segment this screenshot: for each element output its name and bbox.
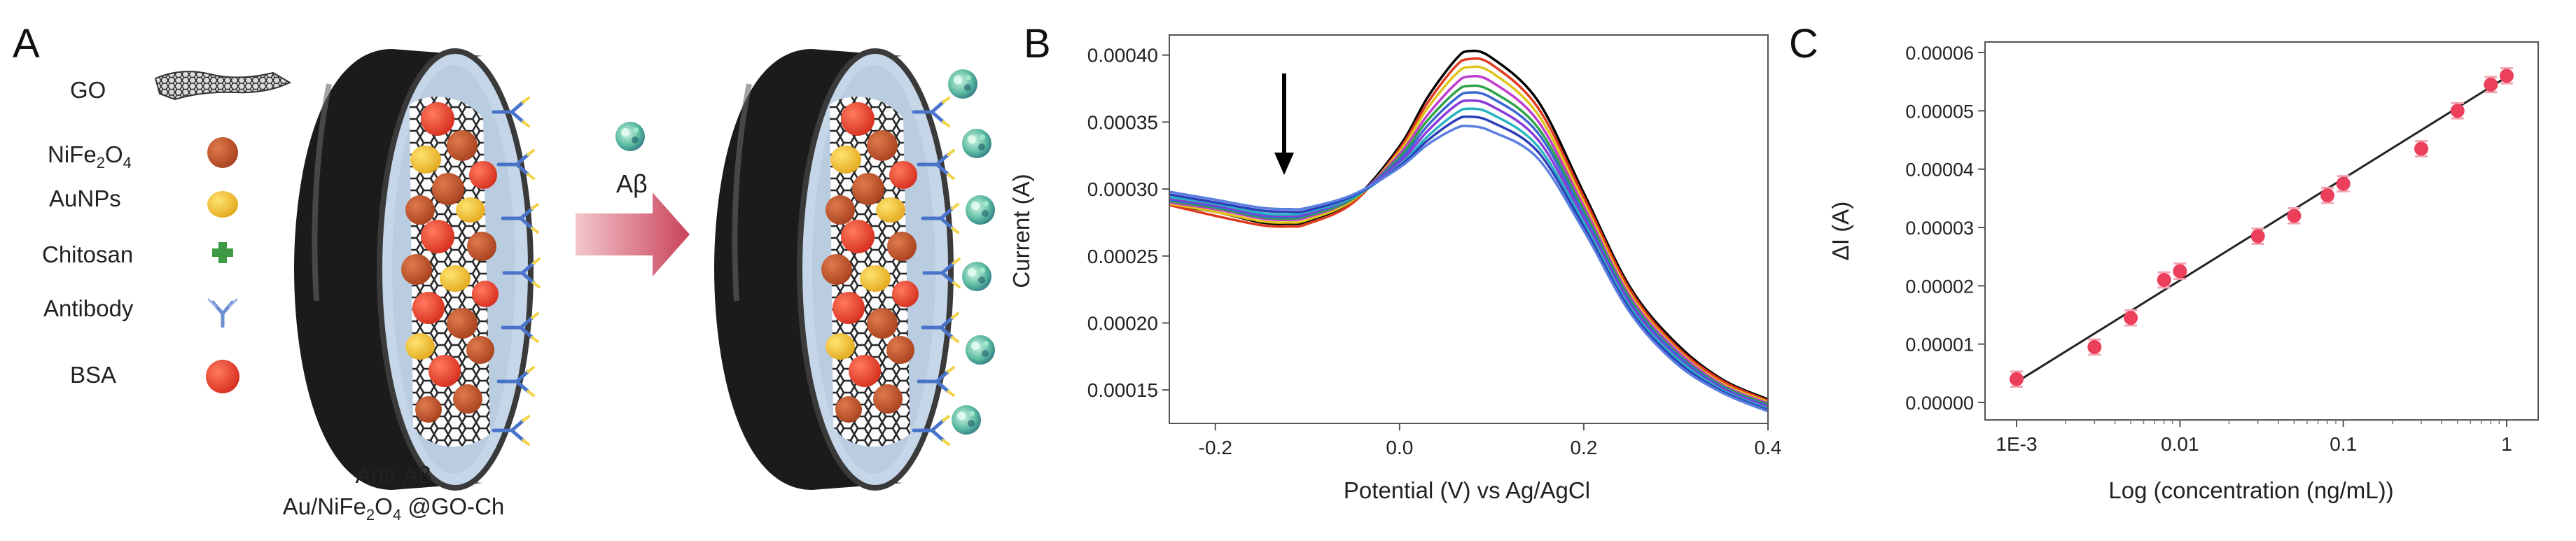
c-y-tick-label: 0.00003 xyxy=(1905,218,1974,239)
b-y-tick-label: 0.00035 xyxy=(1087,111,1158,133)
c-y-tick-label: 0.00000 xyxy=(1905,393,1974,414)
legend-label-go: GO xyxy=(70,77,106,103)
bound-abeta-molecules xyxy=(948,69,995,435)
c-x-tick-label: 0.01 xyxy=(2161,433,2199,455)
c-data-point-8 xyxy=(2336,176,2351,191)
b-y-tick-label: 0.00040 xyxy=(1087,45,1158,66)
b-series-line-6 xyxy=(1169,99,1769,409)
nife2o4-particle-icon xyxy=(207,137,238,168)
electrode-caption-line-1: Anti-Aβ xyxy=(356,462,432,488)
c-data-point-9 xyxy=(2414,141,2428,156)
panel-b-y-axis-label: Current (A) xyxy=(1008,174,1034,288)
electrode-after xyxy=(714,48,995,491)
abeta-molecule-icon xyxy=(615,122,645,151)
b-y-tick-label: 0.00020 xyxy=(1087,312,1158,334)
panel-a-label: A xyxy=(13,21,40,66)
b-x-tick-label: 0.2 xyxy=(1570,437,1597,458)
gold-nanoparticle-icon xyxy=(207,191,238,218)
b-y-tick-label: 0.00030 xyxy=(1087,178,1158,200)
b-series-line-8 xyxy=(1169,115,1769,412)
reaction-arrow xyxy=(576,192,690,276)
panel-b-x-axis-label: Potential (V) vs Ag/AgCl xyxy=(1344,477,1590,503)
b-y-tick-label: 0.00025 xyxy=(1087,246,1158,267)
legend-label-nife2o4: NiFe2O4 xyxy=(48,141,132,171)
electrode-caption-line-2: Au/NiFe2O4 @GO-Ch xyxy=(283,493,505,524)
antibody-icon xyxy=(207,298,238,328)
panel-c-points xyxy=(2010,67,2514,388)
c-x-tick-label: 0.1 xyxy=(2330,433,2357,455)
c-y-tick-label: 0.00006 xyxy=(1905,43,1974,64)
panel-c-x-axis-label: Log (concentration (ng/mL)) xyxy=(2108,477,2393,503)
panel-b-label: B xyxy=(1024,21,1051,66)
b-series-line-9 xyxy=(1169,125,1769,413)
b-x-tick-label: 0.4 xyxy=(1755,437,1782,458)
panel-b-plot-frame xyxy=(1169,34,1769,424)
b-series-line-4 xyxy=(1169,84,1769,406)
c-data-point-3 xyxy=(2157,273,2171,287)
c-y-tick-label: 0.00002 xyxy=(1905,276,1974,297)
bsa-particle-icon xyxy=(206,360,239,393)
panel-a-schematic: A GO NiFe2O4 AuNPs Chitosan Antibody BSA xyxy=(13,21,995,524)
legend-label-chitosan: Chitosan xyxy=(42,241,133,267)
b-series-line-1 xyxy=(1169,57,1769,402)
legend-label-bsa: BSA xyxy=(70,362,116,388)
panel-c-chart: C 0.000000.000010.000020.000030.000040.0… xyxy=(1789,21,2539,503)
analyte-label: Aβ xyxy=(616,169,648,198)
panel-c-y-axis-label: ΔI (A) xyxy=(1827,202,1853,260)
c-y-tick-label: 0.00001 xyxy=(1905,335,1974,356)
b-x-tick-label: 0.0 xyxy=(1386,437,1413,458)
c-data-point-1 xyxy=(2087,339,2102,354)
panel-b-curves xyxy=(1169,49,1769,413)
electrode-before-particles xyxy=(401,102,499,423)
c-x-tick-label: 1 xyxy=(2501,433,2512,455)
c-data-point-2 xyxy=(2124,311,2138,325)
electrode-before xyxy=(294,48,539,491)
c-data-point-0 xyxy=(2010,372,2024,386)
electrode-after-particles xyxy=(821,102,919,423)
panel-c-label: C xyxy=(1789,21,1818,66)
c-data-point-12 xyxy=(2500,69,2514,83)
b-y-tick-label: 0.00015 xyxy=(1087,379,1158,401)
b-series-line-3 xyxy=(1169,74,1769,405)
c-y-tick-label: 0.00005 xyxy=(1905,101,1974,122)
c-y-tick-label: 0.00004 xyxy=(1905,160,1974,181)
b-series-line-7 xyxy=(1169,107,1769,410)
c-data-point-11 xyxy=(2484,77,2498,92)
panel-c-axes: 0.00000 0.00001 0.00002 0.00003 0.00004 0.000… xyxy=(1905,43,2512,455)
c-data-point-7 xyxy=(2320,188,2335,203)
chitosan-cross-icon xyxy=(212,242,233,263)
legend-label-aunps: AuNPs xyxy=(49,185,121,211)
c-data-point-5 xyxy=(2250,229,2265,244)
c-x-tick-label: 1E-3 xyxy=(1996,433,2037,455)
c-data-point-10 xyxy=(2450,104,2465,118)
legend-label-antibody: Antibody xyxy=(43,295,134,321)
decrease-arrow xyxy=(1274,73,1294,175)
panel-b-axes: 0.00015 0.00020 0.00025 0.00030 0.00035 0.000… xyxy=(1087,45,1782,458)
graphene-sheet-icon xyxy=(154,71,292,101)
panel-b-chart: B 0.000150.000200.000250.000300.000350.0… xyxy=(1008,21,1781,503)
c-data-point-6 xyxy=(2287,209,2302,223)
panel-c-plot-frame xyxy=(1984,41,2539,421)
c-data-point-4 xyxy=(2173,264,2187,279)
b-series-line-0 xyxy=(1169,49,1769,401)
b-series-line-2 xyxy=(1169,65,1769,404)
b-x-tick-label: -0.2 xyxy=(1199,437,1232,458)
b-series-line-5 xyxy=(1169,91,1769,407)
